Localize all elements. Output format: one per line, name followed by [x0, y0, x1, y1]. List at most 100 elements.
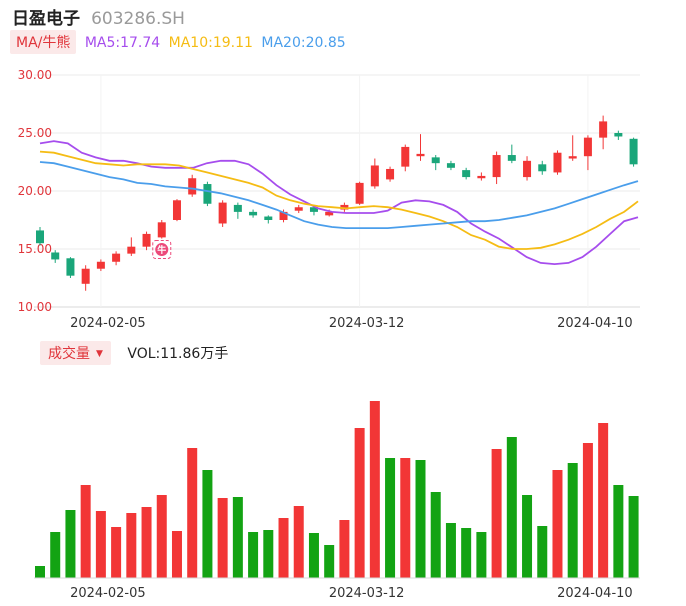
- ma5-legend: MA5:17.74: [84, 35, 161, 51]
- bull-badge-label: 牛: [157, 244, 166, 256]
- volume-bar: [552, 470, 563, 578]
- candle-body: [309, 207, 318, 212]
- ma-legend: MA/牛熊 MA5:17.74 MA10:19.11 MA20:20.85: [10, 30, 346, 54]
- candle-body: [462, 170, 471, 178]
- candle-body: [599, 121, 608, 138]
- ma-lines: [39, 140, 639, 266]
- candle-body: [264, 216, 273, 220]
- volume-x-tick-label: 2024-04-10: [557, 586, 633, 601]
- volume-bar: [156, 495, 167, 578]
- candle-body: [446, 163, 455, 168]
- candle-body: [127, 246, 136, 254]
- candle: [142, 231, 151, 251]
- caret-down-icon: ▼: [96, 349, 103, 359]
- price-y-tick-label: 30.00: [18, 68, 52, 82]
- candle: [66, 257, 75, 278]
- candle: [401, 144, 410, 172]
- volume-bar: [400, 458, 411, 578]
- price-y-tick-label: 15.00: [18, 242, 52, 256]
- candle: [599, 115, 608, 150]
- volume-bar: [50, 532, 61, 578]
- volume-bar: [537, 526, 548, 578]
- candle: [446, 160, 455, 171]
- candle-body: [157, 222, 166, 238]
- candle-body: [96, 261, 105, 269]
- candle-body: [51, 252, 60, 260]
- volume-bar: [263, 530, 274, 578]
- candle-body: [325, 211, 334, 216]
- candle-body: [36, 230, 44, 244]
- volume-bar: [126, 513, 137, 578]
- candle: [172, 199, 181, 222]
- candle-body: [172, 200, 181, 220]
- candle: [568, 135, 577, 161]
- candle: [249, 209, 258, 218]
- price-y-tick-label: 20.00: [18, 184, 52, 198]
- volume-bar: [369, 401, 380, 578]
- bull-badge-frame: [152, 240, 172, 260]
- candle: [96, 259, 105, 272]
- volume-bar: [232, 497, 243, 578]
- volume-bar: [187, 448, 198, 578]
- volume-bar: [278, 518, 289, 578]
- candle: [36, 226, 44, 246]
- volume-bar: [248, 532, 259, 578]
- candle-body: [507, 155, 516, 161]
- volume-bar: [430, 492, 441, 578]
- candle-body: [370, 165, 379, 187]
- volume-indicator-label: 成交量: [48, 346, 90, 362]
- indicator-selector-button[interactable]: MA/牛熊: [10, 30, 77, 54]
- candle: [157, 220, 166, 239]
- stock-header: 日盈电子 603286.SH: [12, 4, 185, 29]
- volume-bar: [567, 463, 578, 578]
- candle-body: [294, 207, 303, 211]
- bull-badge-icon: [155, 243, 169, 257]
- stock-code: 603286.SH: [91, 9, 185, 29]
- volume-bar: [308, 533, 319, 578]
- volume-bar: [217, 498, 228, 578]
- volume-bar: [354, 428, 365, 578]
- candle: [264, 215, 273, 224]
- candle: [355, 181, 364, 205]
- candle-body: [538, 164, 547, 172]
- price-y-axis: 30.00 25.00 20.00 15.00 10.00: [18, 68, 52, 314]
- candle-body: [112, 253, 121, 262]
- volume-bar: [80, 485, 91, 578]
- price-y-tick-label: 25.00: [18, 126, 52, 140]
- candle-body: [401, 146, 410, 167]
- volume-bar: [171, 531, 182, 578]
- candle: [127, 237, 136, 256]
- volume-x-axis: 2024-02-05 2024-03-12 2024-04-10: [70, 586, 633, 601]
- volume-bar: [35, 566, 45, 578]
- candle: [583, 135, 592, 171]
- candle-body: [416, 153, 425, 157]
- candle-body: [355, 182, 364, 204]
- candle-body: [477, 175, 486, 179]
- volume-x-tick-label: 2024-02-05: [70, 586, 146, 601]
- volume-bar: [445, 523, 456, 578]
- volume-bar: [324, 545, 335, 578]
- candle: [340, 202, 349, 212]
- volume-legend: 成交量 ▼ VOL:11.86万手: [40, 341, 228, 365]
- volume-bar: [613, 485, 624, 578]
- candle: [629, 137, 638, 167]
- candle: [294, 204, 303, 214]
- stock-name: 日盈电子: [12, 9, 80, 29]
- volume-bar: [293, 506, 304, 578]
- bull-badge: 牛: [152, 240, 172, 260]
- candle: [523, 156, 532, 181]
- volume-x-tick-label: 2024-03-12: [329, 586, 405, 601]
- candle-body: [81, 268, 90, 284]
- price-x-tick-label: 2024-03-12: [329, 316, 405, 331]
- candle-body: [233, 204, 242, 212]
- volume-bar: [628, 496, 639, 578]
- price-x-tick-label: 2024-04-10: [557, 316, 633, 331]
- volume-bar: [491, 449, 502, 578]
- volume-bar: [202, 470, 213, 578]
- volume-indicator-dropdown[interactable]: 成交量 ▼: [40, 341, 111, 365]
- candle: [218, 200, 227, 227]
- candle-body: [203, 184, 212, 204]
- candlestick-series: [36, 115, 638, 291]
- candle-body: [188, 178, 197, 195]
